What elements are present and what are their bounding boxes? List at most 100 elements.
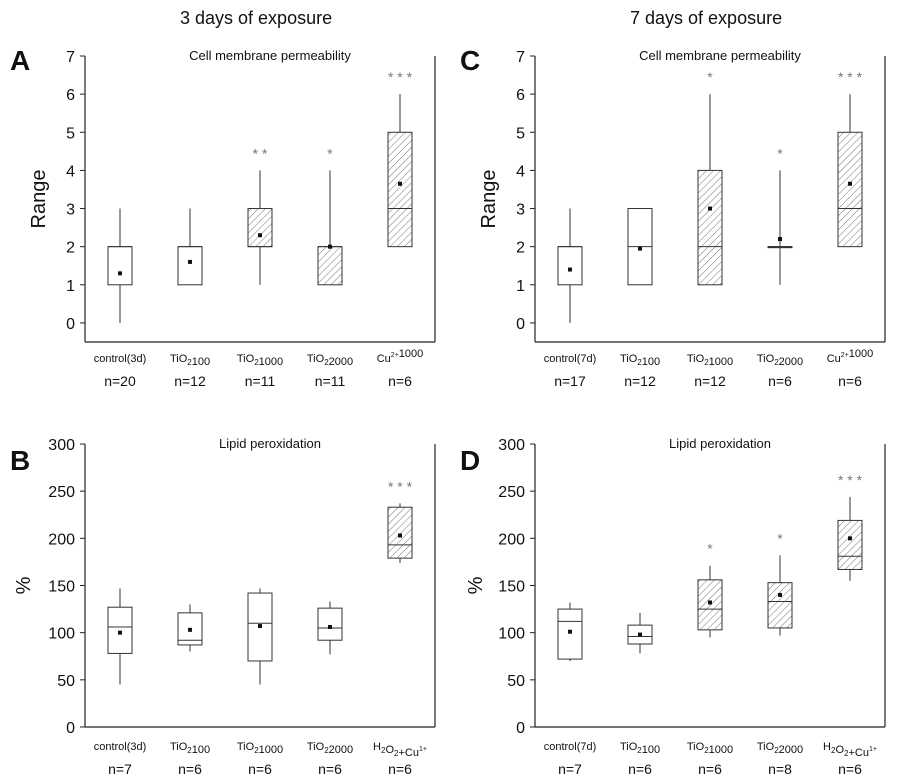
y-axis-label: Range [28, 170, 50, 229]
x-category-label: Cu2+1000 [827, 348, 874, 365]
x-category-label: TiO2100 [620, 353, 660, 368]
sample-size-label: n=6 [388, 373, 412, 389]
sample-size-label: n=6 [248, 761, 272, 777]
y-tick-label: 7 [66, 49, 75, 66]
y-tick-label: 3 [66, 202, 75, 219]
significance-mark: * * * [838, 69, 863, 85]
x-category-label: TiO2100 [620, 741, 660, 756]
mean-marker [258, 624, 262, 629]
significance-mark: * * * [388, 69, 413, 85]
chart-title: Cell membrane permeability [189, 48, 351, 63]
y-tick-label: 300 [498, 437, 525, 454]
y-tick-label: 1 [516, 278, 525, 295]
y-tick-label: 150 [48, 579, 75, 596]
sample-size-label: n=6 [178, 761, 202, 777]
mean-marker [118, 271, 122, 276]
mean-marker [258, 233, 262, 238]
y-tick-label: 300 [48, 437, 75, 454]
box-iqr [697, 579, 723, 631]
box-iqr [557, 608, 583, 660]
y-tick-label: 100 [48, 626, 75, 643]
box-2 [627, 612, 653, 654]
box-iqr [837, 131, 863, 248]
mean-marker [638, 246, 642, 251]
sample-size-label: n=12 [694, 373, 726, 389]
box-iqr [107, 246, 133, 286]
sample-size-label: n=12 [624, 373, 656, 389]
box-1 [557, 208, 583, 323]
x-category-label: control(7d) [544, 741, 597, 753]
mean-marker [398, 533, 402, 538]
y-tick-label: 2 [516, 240, 525, 257]
y-tick-label: 6 [66, 87, 75, 104]
y-tick-label: 100 [498, 626, 525, 643]
chart-title: Lipid peroxidation [219, 436, 321, 451]
sample-size-label: n=6 [768, 373, 792, 389]
y-tick-label: 150 [498, 579, 525, 596]
sample-size-label: n=20 [104, 373, 136, 389]
significance-mark: * [327, 145, 333, 161]
y-tick-label: 0 [66, 316, 75, 333]
box-4: * [767, 530, 793, 636]
x-category-label: TiO22000 [757, 353, 803, 368]
sample-size-label: n=12 [174, 373, 206, 389]
y-tick-label: 250 [498, 484, 525, 501]
box-3: * * [247, 145, 273, 285]
sample-size-label: n=6 [318, 761, 342, 777]
x-category-label: Cu2+1000 [377, 348, 424, 365]
box-3: * [697, 69, 723, 286]
y-tick-label: 5 [66, 125, 75, 142]
y-axis-label: % [465, 576, 487, 594]
x-category-label: TiO2100 [170, 741, 210, 756]
y-tick-label: 1 [66, 278, 75, 295]
chart-panel-b: B Lipid peroxidation 0 50 100 150 200 250 300% co… [10, 436, 436, 777]
sample-size-label: n=11 [315, 373, 346, 389]
significance-mark: * * * [388, 478, 413, 494]
y-tick-label: 50 [57, 673, 75, 690]
x-category-label: TiO21000 [237, 741, 283, 756]
significance-mark: * [707, 69, 713, 85]
significance-mark: * [777, 530, 783, 546]
box-2 [627, 208, 653, 286]
sample-size-label: n=6 [698, 761, 722, 777]
box-3 [247, 588, 273, 685]
x-category-label: TiO21000 [687, 741, 733, 756]
y-tick-label: 250 [48, 484, 75, 501]
mean-marker [188, 259, 192, 264]
y-tick-label: 0 [516, 720, 525, 737]
box-4 [317, 601, 343, 655]
x-category-label: TiO22000 [307, 353, 353, 368]
sample-size-label: n=17 [554, 373, 586, 389]
x-category-label: control(3d) [94, 353, 147, 365]
box-5: * * * [387, 69, 413, 248]
sample-size-label: n=7 [558, 761, 582, 777]
box-2 [177, 208, 203, 286]
mean-marker [778, 237, 782, 242]
column-title-3d: 3 days of exposure [180, 8, 333, 28]
column-title-7d: 7 days of exposure [630, 8, 783, 28]
box-5: * * * [387, 478, 413, 563]
significance-mark: * * * [838, 472, 863, 488]
box-iqr [107, 606, 133, 654]
significance-mark: * [777, 145, 783, 161]
box-iqr [767, 582, 793, 629]
y-tick-label: 7 [516, 49, 525, 66]
mean-marker [848, 181, 852, 186]
sample-size-label: n=6 [388, 761, 412, 777]
chart-panel-a: A Cell membrane permeability 0 1 2 3 4 5 6 7 Range… [10, 45, 436, 389]
mean-marker [188, 627, 192, 632]
sample-size-label: n=6 [838, 373, 862, 389]
panel-letter: C [460, 45, 480, 76]
y-tick-label: 2 [66, 240, 75, 257]
x-category-label: H2O2+Cu1+ [823, 741, 877, 759]
y-tick-label: 4 [516, 163, 525, 180]
y-tick-label: 200 [498, 531, 525, 548]
chart-title: Cell membrane permeability [639, 48, 801, 63]
panel-letter: D [460, 445, 480, 476]
box-1 [107, 208, 133, 323]
x-category-label: TiO22000 [757, 741, 803, 756]
box-1 [557, 602, 583, 661]
x-category-label: H2O2+Cu1+ [373, 741, 427, 759]
mean-marker [118, 630, 122, 635]
